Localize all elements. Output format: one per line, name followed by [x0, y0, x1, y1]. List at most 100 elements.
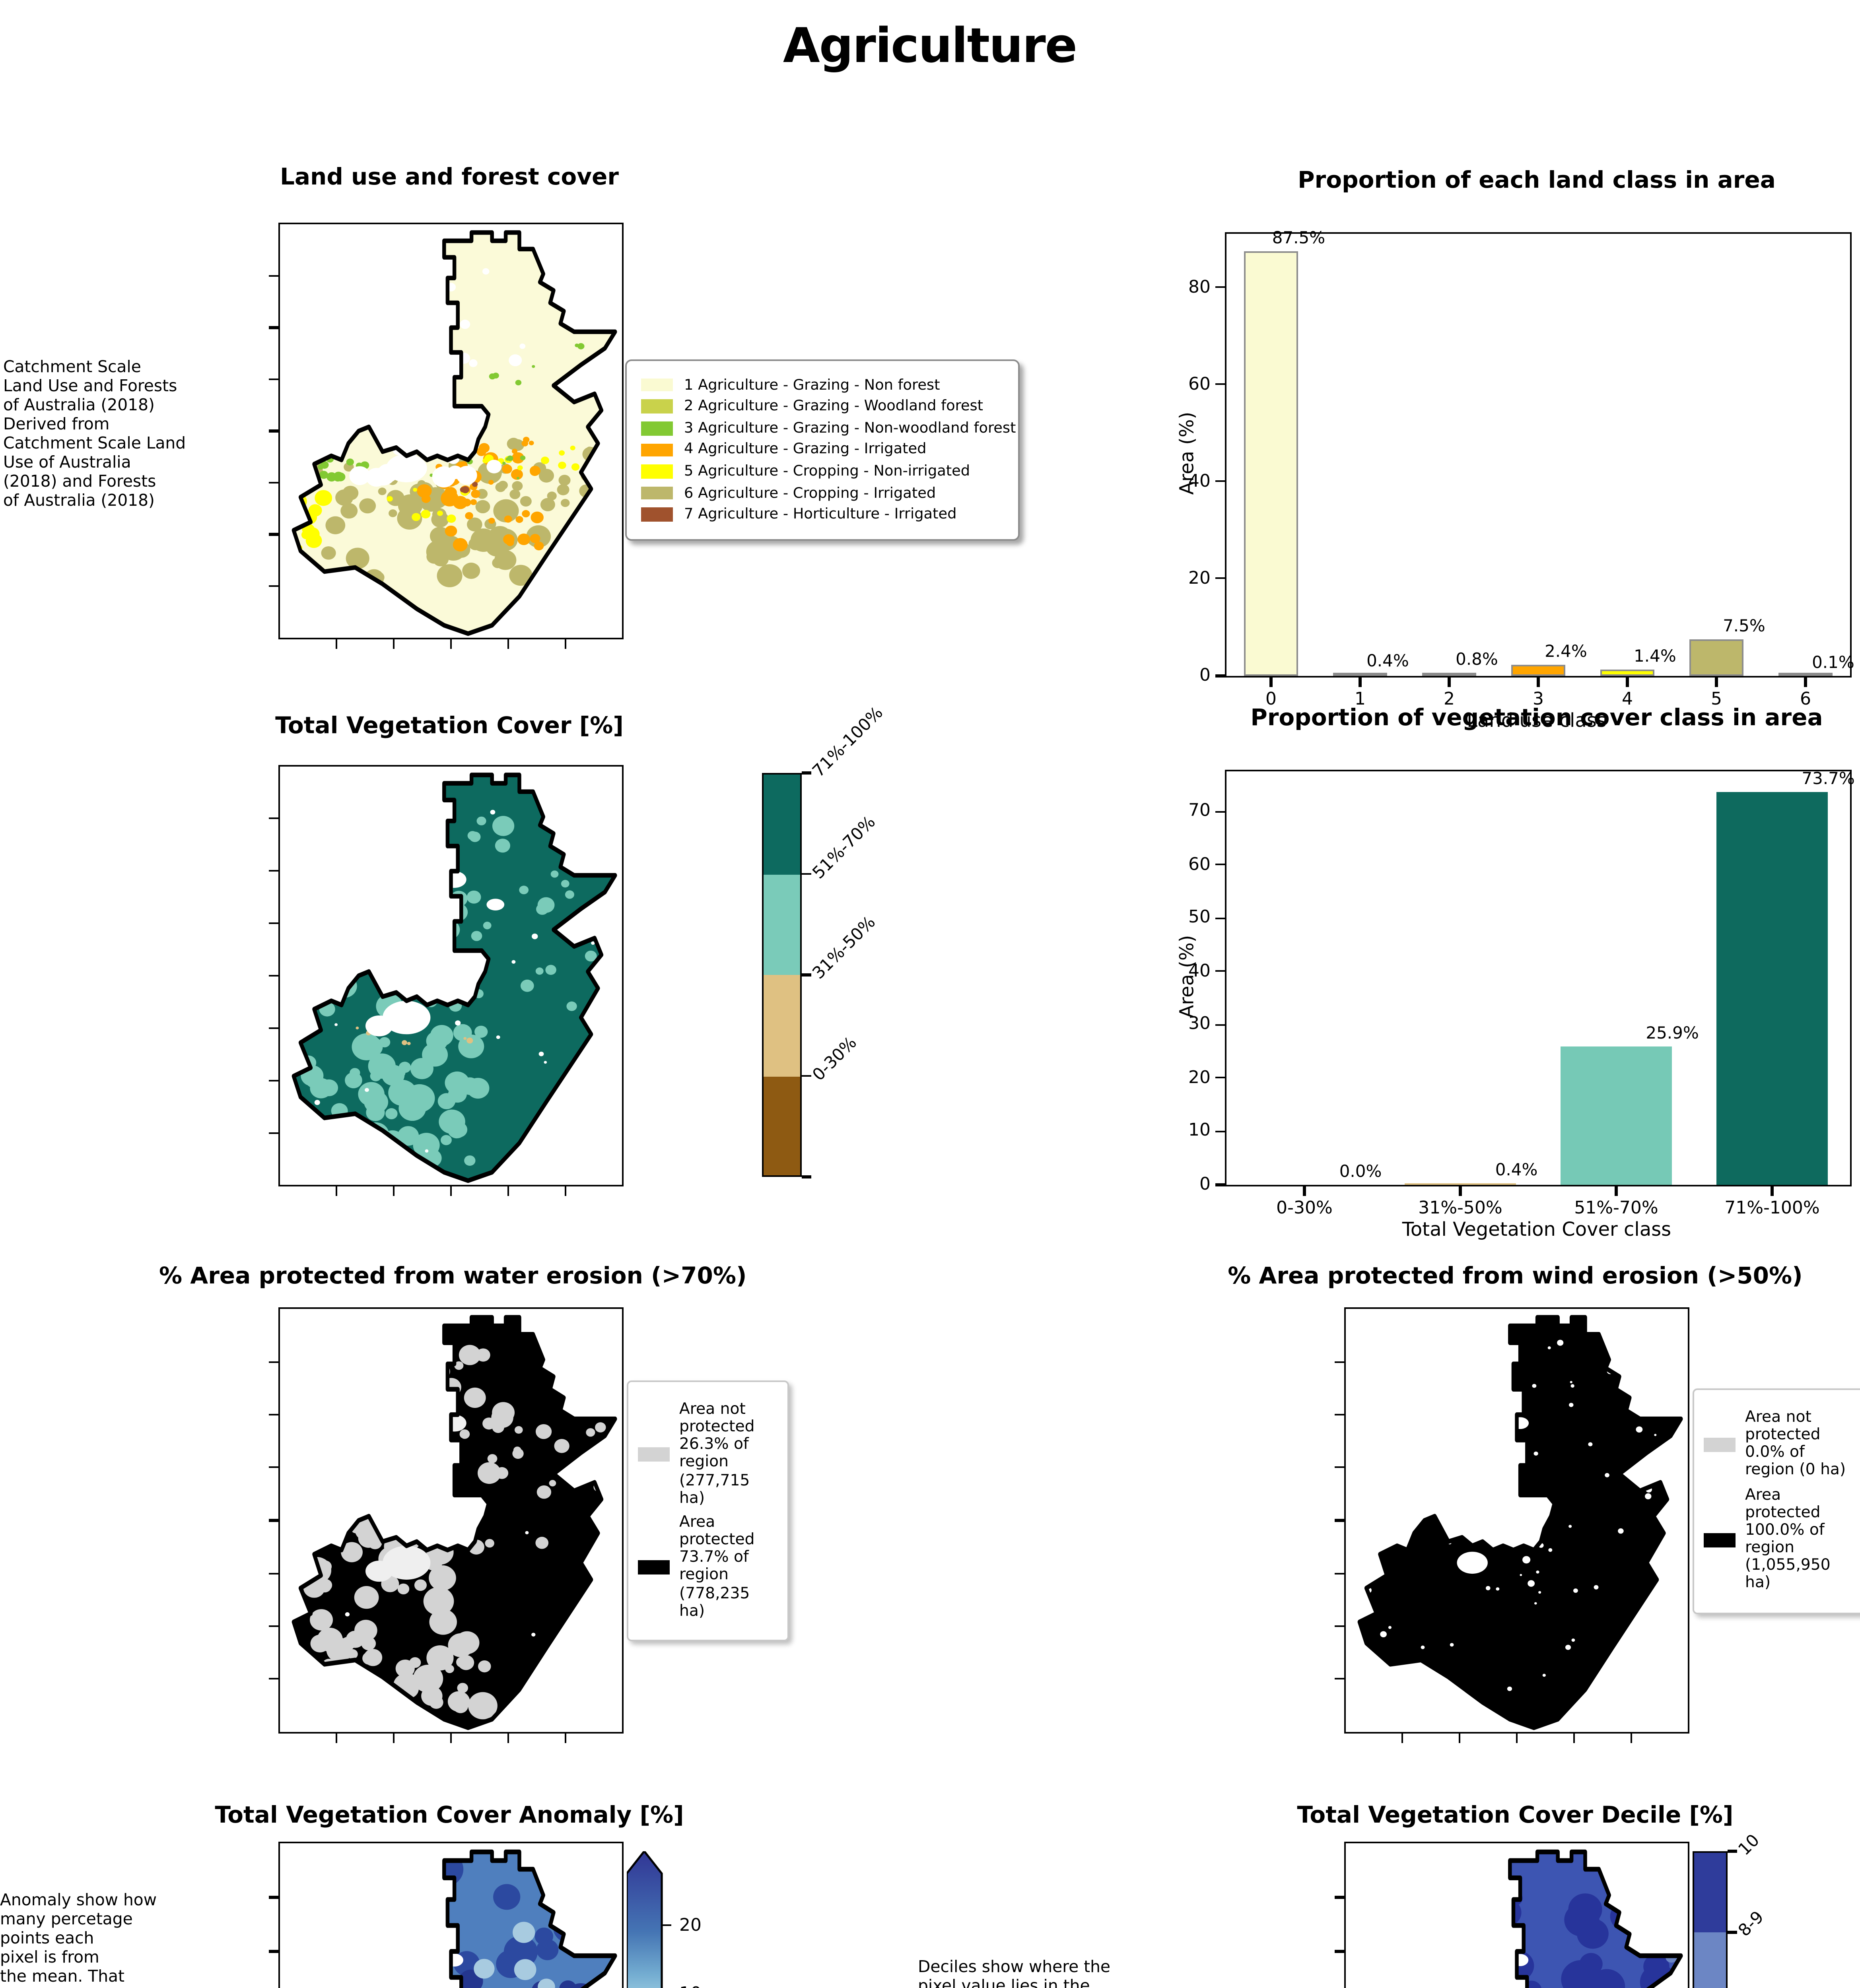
- x-tick: [1303, 1186, 1306, 1196]
- y-tick-label: 50: [1188, 907, 1211, 928]
- x-tick-label: 5: [1711, 689, 1722, 709]
- chart-plot: 0 20 40 60 80 87.5% 0 0.4% 1 0.8% 2 2.4% 3 1.4% 4 7.5% 5…: [1188, 229, 1854, 709]
- bar-value-label: 7.5%: [1723, 617, 1765, 637]
- legend-swatch: [641, 486, 673, 500]
- colorbar-tick: [1728, 1850, 1737, 1852]
- decile-map-raster: [1359, 1849, 1683, 1988]
- y-tick-label: 70: [1188, 800, 1211, 821]
- map-axis-tick: [564, 1734, 566, 1743]
- legend-swatch: [638, 1560, 670, 1574]
- map-axis-tick: [450, 1734, 452, 1743]
- x-tick: [1270, 678, 1272, 687]
- bar-value-label: 2.4%: [1545, 642, 1587, 661]
- legend-label: 6 Agriculture - Cropping - Irrigated: [684, 484, 936, 502]
- map-axis-tick: [269, 922, 278, 924]
- colorbar-label: 51%-70%: [809, 812, 880, 882]
- x-tick: [1537, 678, 1539, 687]
- legend-label: 4 Agriculture - Grazing - Irrigated: [684, 441, 927, 459]
- map-axis-tick: [336, 1186, 338, 1196]
- map-axis-tick: [450, 639, 452, 649]
- colorbar-label: 0-30%: [809, 1033, 861, 1084]
- colorbar-label: 8-9: [1735, 1908, 1768, 1941]
- land-class-chart: Proportion of each land class in area Ar…: [1176, 169, 1854, 732]
- bar-value-label: 73.7%: [1802, 769, 1855, 788]
- legend-item: Area protected 73.7% of region (778,235 …: [638, 1514, 778, 1621]
- map-axis-tick: [1459, 1734, 1461, 1743]
- colorbar-label: 71%-100%: [809, 703, 887, 781]
- legend-swatch: [641, 400, 673, 414]
- y-tick: [1215, 917, 1225, 919]
- map-axis-tick: [336, 1734, 338, 1743]
- y-tick-label: 20: [1188, 567, 1211, 588]
- x-tick-label: 6: [1800, 689, 1811, 709]
- map-axis-tick: [393, 639, 395, 649]
- map-axis-tick: [507, 1186, 509, 1196]
- bar: [1404, 1182, 1517, 1185]
- x-tick-label: 51%-70%: [1574, 1198, 1658, 1218]
- legend-item: 3 Agriculture - Grazing - Non-woodland f…: [641, 419, 1016, 437]
- y-tick-label: 40: [1188, 470, 1211, 491]
- legend-swatch: [641, 421, 673, 435]
- land-use-side-note: Catchment Scale Land Use and Forests of …: [3, 359, 186, 511]
- veg-class-chart: Proportion of vegetation cover class in …: [1176, 706, 1854, 1241]
- y-tick: [1215, 1077, 1225, 1079]
- legend-swatch: [638, 1447, 670, 1462]
- y-tick: [1215, 675, 1225, 677]
- colorbar-tick-label: 20: [679, 1914, 702, 1935]
- colorbar-segment: [762, 773, 802, 874]
- legend-label: Area not protected 0.0% of region (0 ha): [1745, 1409, 1846, 1480]
- water-erosion-map: [269, 1307, 624, 1743]
- y-tick: [1215, 864, 1225, 866]
- decile-map-title: Total Vegetation Cover Decile [%]: [1297, 1804, 1734, 1829]
- legend-label: Area protected 73.7% of region (778,235 …: [679, 1514, 755, 1620]
- x-tick-label: 31%-50%: [1418, 1198, 1502, 1218]
- colorbar-tick-label: 10: [679, 1984, 702, 1988]
- colorbar-tick: [802, 772, 811, 774]
- anomaly-colorbar: 20100−10−20: [626, 1849, 729, 1988]
- map-axis-tick: [1401, 1734, 1404, 1743]
- y-tick: [1215, 1184, 1225, 1186]
- map-axis-tick: [1335, 1572, 1344, 1574]
- legend-item: Area not protected 0.0% of region (0 ha): [1704, 1409, 1856, 1480]
- bar: [1600, 669, 1655, 676]
- legend-item: Area not protected 26.3% of region (277,…: [638, 1401, 778, 1508]
- y-tick-label: 80: [1188, 276, 1211, 297]
- colorbar-segment: [762, 1076, 802, 1177]
- decile-map: [1335, 1842, 1689, 1988]
- land-use-map-raster: [292, 230, 617, 636]
- y-tick: [1215, 810, 1225, 812]
- wind-erosion-legend: Area not protected 0.0% of region (0 ha)…: [1693, 1388, 1860, 1614]
- map-axis-tick: [269, 585, 278, 587]
- x-tick: [1804, 678, 1807, 687]
- x-tick: [1615, 1186, 1617, 1196]
- map-axis-tick: [269, 1519, 278, 1522]
- x-tick: [1459, 1186, 1462, 1196]
- y-tick: [1215, 1024, 1225, 1026]
- x-tick: [1359, 678, 1361, 687]
- water-erosion-map-title: % Area protected from water erosion (>70…: [159, 1264, 747, 1290]
- legend-label: Area not protected 26.3% of region (277,…: [679, 1401, 755, 1508]
- colorbar-segment: [1693, 1932, 1728, 1988]
- x-tick: [1448, 678, 1450, 687]
- map-axis-tick: [507, 1734, 509, 1743]
- y-tick-label: 60: [1188, 853, 1211, 874]
- x-tick: [1715, 678, 1718, 687]
- legend-item: 5 Agriculture - Cropping - Non-irrigated: [641, 463, 1004, 480]
- map-axis-tick: [269, 1896, 278, 1899]
- y-tick: [1215, 578, 1225, 580]
- veg-cover-map: [269, 765, 624, 1196]
- bar: [1778, 673, 1833, 676]
- map-axis-tick: [269, 533, 278, 536]
- veg-cover-colorbar: 71%-100% 51%-70% 31%-50% 0-30%: [762, 703, 887, 1178]
- bar: [1421, 672, 1477, 676]
- map-axis-tick: [269, 1027, 278, 1029]
- map-axis-tick: [269, 1950, 278, 1953]
- x-tick-label: 2: [1444, 689, 1455, 709]
- map-axis-tick: [1335, 1466, 1344, 1469]
- bar-value-label: 25.9%: [1646, 1024, 1699, 1044]
- bar-value-label: 1.4%: [1634, 646, 1676, 666]
- legend-swatch: [641, 378, 673, 392]
- land-use-map-title: Land use and forest cover: [280, 165, 619, 191]
- legend-label: Area protected 100.0% of region (1,055,9…: [1745, 1486, 1831, 1593]
